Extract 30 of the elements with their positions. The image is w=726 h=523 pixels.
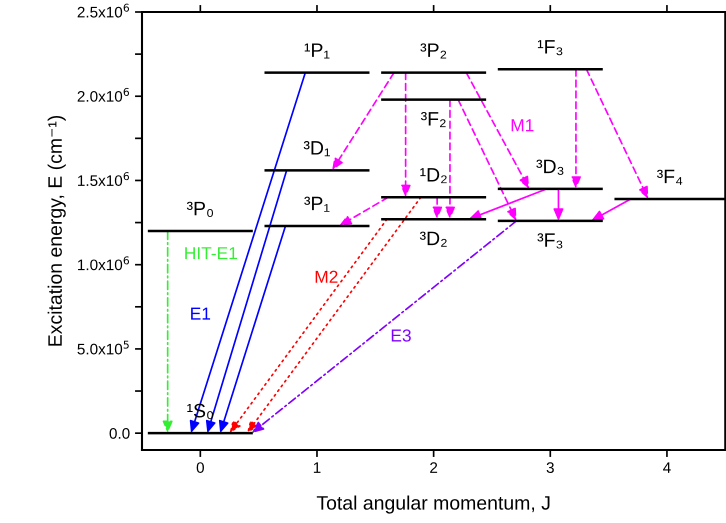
series-label: ³F₃ [537, 233, 562, 249]
x-tick-label: 0 [196, 462, 204, 474]
series-label: ¹P₁ [304, 43, 330, 59]
series-label: ³P₁ [304, 196, 330, 212]
series-label: ³P₂ [420, 43, 446, 59]
annotation: M2 [316, 270, 338, 283]
series-label: ³D₃ [536, 160, 564, 175]
x-axis-title: Total angular momentum, J [316, 495, 550, 514]
y-tick-label: 5.0x10$^{5}$ [77, 340, 129, 355]
x-tick-label: 1 [314, 462, 320, 473]
x-tick-label: 3 [546, 462, 554, 474]
annotation: M1 [512, 119, 534, 132]
series-label: ¹F₃ [538, 40, 562, 56]
series-label: ¹D₂ [420, 168, 447, 184]
y-axis-title: Excitation energy, E (cm⁻¹) [48, 116, 66, 346]
y-tick-label: 1.0x10$^{6}$ [78, 256, 130, 270]
series-label: ³D₁ [304, 141, 330, 156]
x-tick-label: 4 [663, 462, 671, 473]
x-tick-label: 2 [430, 462, 438, 473]
series-label: ³P₀ [186, 202, 214, 217]
annotation: E1 [191, 308, 210, 320]
y-tick-label: 2.5x10$^{6}$ [78, 4, 130, 18]
y-tick-label: 2.0x10$^{6}$ [78, 88, 130, 102]
series-label: ³F₂ [420, 112, 446, 128]
annotation: E3 [392, 329, 411, 342]
y-tick-label: 0.0 [110, 428, 130, 439]
annotation: HIT-E1 [185, 247, 237, 260]
y-tick-label: 1.5x10$^{6}$ [78, 172, 130, 186]
series-label: ³D₂ [420, 232, 447, 247]
series-label: ³F₄ [656, 170, 682, 185]
